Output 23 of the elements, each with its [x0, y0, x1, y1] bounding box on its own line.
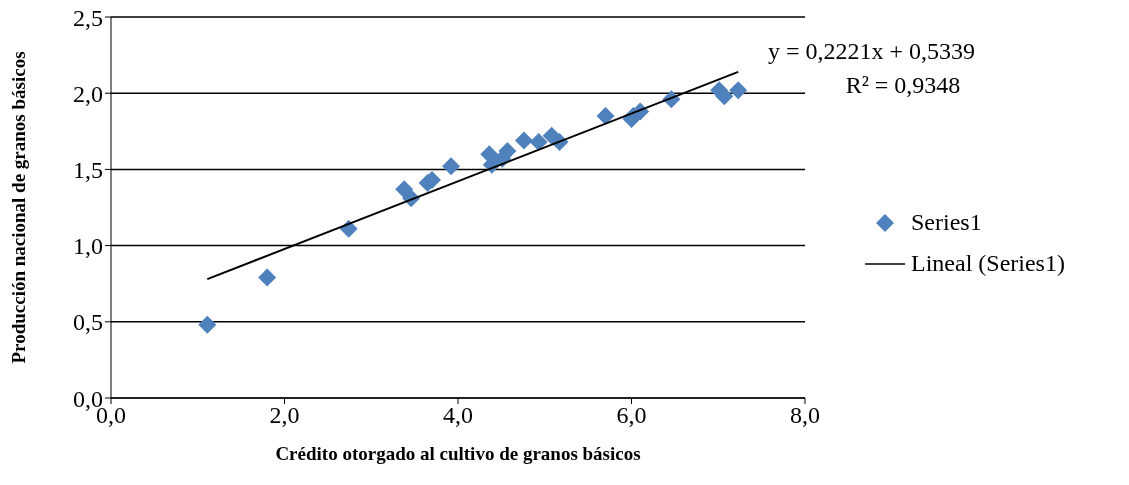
- x-axis-title: Crédito otorgado al cultivo de granos básicos: [275, 443, 641, 464]
- point: [442, 157, 461, 176]
- point: [198, 315, 217, 334]
- annotation: y = 0,2221x + 0,5339: [768, 37, 977, 66]
- x-tick-label: 2,0: [269, 402, 300, 429]
- legend-label: Lineal (Series1): [911, 250, 1065, 277]
- x-tick-label: 8,0: [790, 402, 820, 429]
- legend-label: Series1: [911, 209, 982, 236]
- point: [514, 131, 533, 150]
- point: [596, 107, 615, 126]
- y-tick-label: 2,5: [73, 4, 103, 31]
- y-tick-label: 1,0: [73, 233, 103, 260]
- point: [529, 132, 548, 151]
- y-tick-label: 1,5: [73, 156, 103, 183]
- point: [258, 268, 277, 287]
- x-tick-label: 4,0: [443, 402, 473, 429]
- point: [395, 180, 414, 199]
- y-tick-label: 2,0: [73, 80, 103, 107]
- y-tick-label: 0,5: [73, 309, 103, 336]
- x-tick-label: 6,0: [616, 402, 647, 429]
- point: [729, 81, 748, 100]
- text: R² = 0,9348: [844, 71, 962, 100]
- y-axis-title: Producción nacional de granos básicos: [7, 51, 29, 364]
